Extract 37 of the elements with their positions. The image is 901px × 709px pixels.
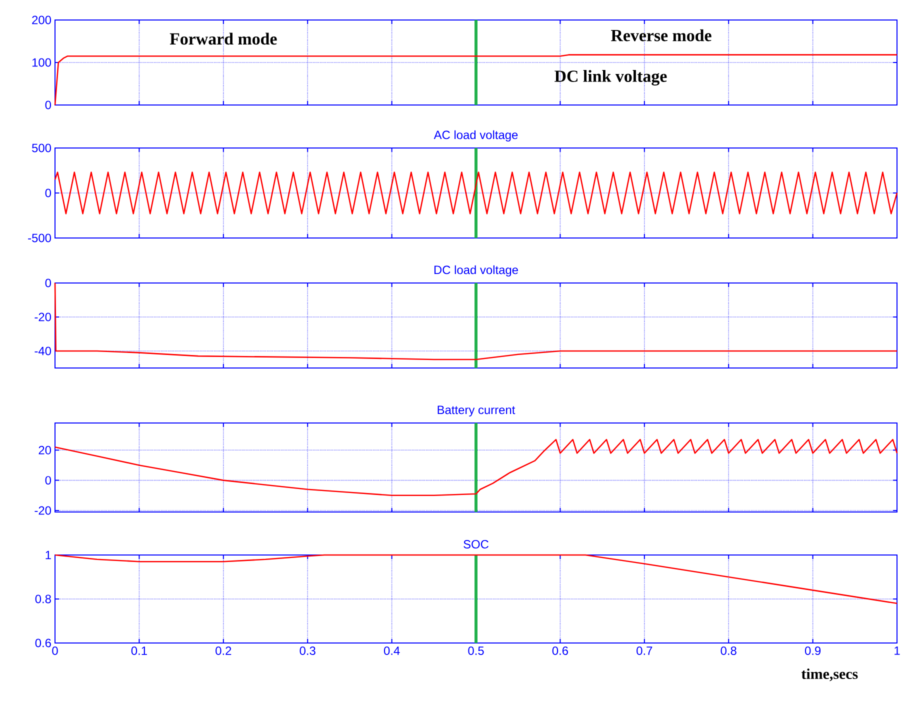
y-tick-label: 1	[46, 550, 51, 560]
chart-title: SOC	[464, 540, 489, 548]
chart-title: Battery current	[438, 406, 516, 416]
y-tick-label: -20	[34, 312, 52, 322]
x-axis-title: time,secs	[801, 668, 858, 682]
y-tick-label: 0	[45, 278, 52, 288]
y-tick-label: -40	[34, 346, 52, 356]
x-tick-label: 0.1	[131, 646, 147, 655]
x-tick-label: 0.8	[720, 646, 736, 655]
annotation: Forward mode	[170, 32, 277, 45]
line-series	[54, 172, 898, 214]
x-tick-label: 0.9	[804, 646, 821, 655]
y-tick-label: 0	[45, 188, 52, 198]
line-series	[54, 438, 898, 496]
x-tick-label: 0.7	[636, 646, 652, 655]
chart-title: DC load voltage	[434, 265, 518, 276]
y-tick-label: 100	[32, 58, 52, 67]
annotation: DC link voltage	[554, 70, 667, 86]
x-tick-label: 0.6	[552, 646, 568, 655]
x-tick-label: 0.4	[384, 646, 400, 655]
y-tick-label: -20	[34, 506, 52, 515]
x-tick-label: 0.5	[468, 646, 484, 655]
x-tick-label: 1	[894, 646, 900, 655]
y-tick-label: -500	[28, 234, 52, 242]
x-tick-label: 0.2	[216, 646, 232, 655]
y-tick-label: 0	[45, 476, 52, 485]
y-tick-label: 20	[38, 446, 52, 454]
y-tick-label: 0.6	[35, 638, 51, 648]
annotation: Reverse mode	[610, 29, 712, 42]
chart-title: AC load voltage	[434, 130, 518, 142]
x-tick-label: 0	[52, 646, 58, 655]
y-tick-label: 500	[32, 144, 52, 152]
line-series	[54, 554, 898, 604]
y-tick-label: 0.8	[35, 594, 51, 604]
y-tick-label: 200	[32, 16, 52, 24]
x-tick-label: 0.3	[300, 646, 316, 655]
y-tick-label: 0	[45, 100, 52, 110]
